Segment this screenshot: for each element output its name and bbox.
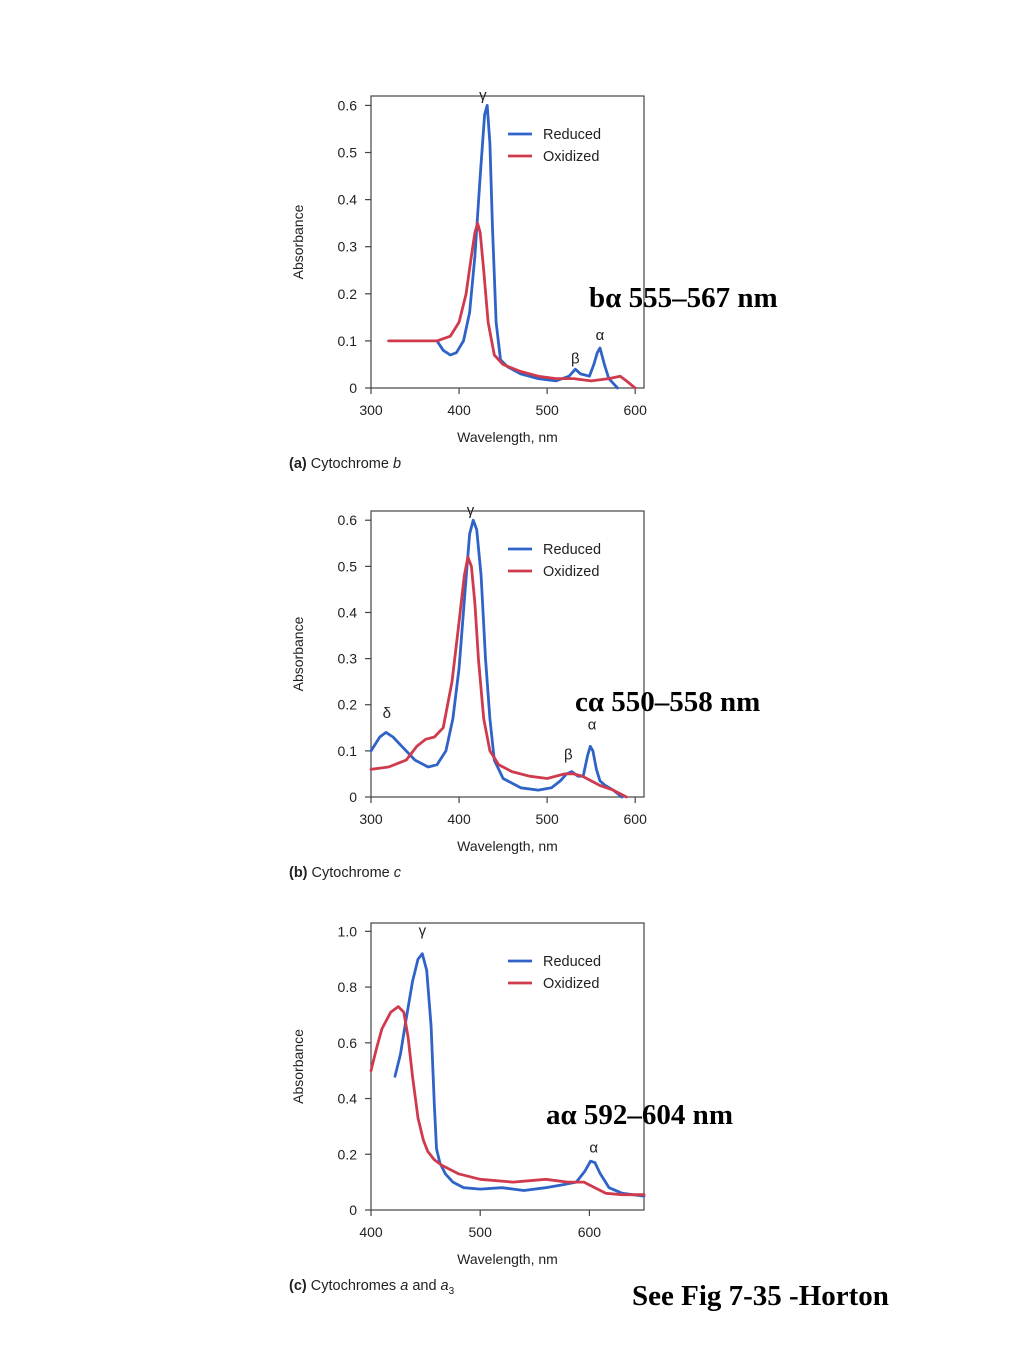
y-tick-label: 0.6 [338, 1035, 358, 1051]
x-tick-label: 500 [535, 811, 559, 827]
y-tick-label: 0.4 [338, 604, 358, 620]
x-tick-label: 300 [359, 811, 383, 827]
series-line-oxidized [369, 555, 628, 799]
x-tick-label: 500 [535, 402, 559, 418]
peak-label: α [589, 1140, 598, 1157]
peak-label: α [596, 327, 605, 344]
chart-panel-a: 0 0.1 0.2 0.3 0.4 0.5 0.6 300 400 500 600 Wavelengt… [289, 87, 647, 472]
y-tick-label: 1.0 [338, 923, 358, 939]
series-line-reduced [435, 104, 619, 390]
panel-caption: (b) Cytochrome c [289, 865, 402, 881]
y-tick-label: 0.1 [338, 333, 358, 349]
x-tick-label: 600 [624, 811, 648, 827]
y-tick-label: 0 [349, 380, 357, 396]
x-tick-label: 400 [447, 402, 471, 418]
y-tick-label: 0.6 [338, 512, 358, 528]
plot-frame [370, 95, 645, 389]
legend-label: Reduced [543, 954, 601, 970]
y-tick-label: 0.5 [338, 558, 358, 574]
y-tick-label: 0.2 [338, 1146, 358, 1162]
y-tick-label: 0.6 [338, 97, 358, 113]
legend-label: Reduced [543, 127, 601, 143]
peak-label: δ [383, 705, 391, 722]
y-tick-label: 0.2 [338, 286, 358, 302]
x-tick-label: 300 [359, 402, 383, 418]
x-tick-label: 400 [359, 1224, 383, 1240]
y-axis-label: Absorbance [290, 616, 306, 691]
series-line-oxidized [387, 221, 637, 390]
cytochrome-c-alpha-range-note: cα 550–558 nm [575, 686, 761, 718]
panel-caption: (a) Cytochrome b [289, 456, 401, 472]
y-tick-label: 0.4 [338, 192, 358, 208]
y-tick-label: 0 [349, 1202, 357, 1218]
y-tick-label: 0.5 [338, 145, 358, 161]
y-tick-label: 0.4 [338, 1091, 358, 1107]
x-tick-label: 400 [447, 811, 471, 827]
y-tick-label: 0.3 [338, 239, 358, 255]
series-line-reduced [369, 518, 624, 799]
x-tick-label: 600 [578, 1224, 602, 1240]
y-axis-label: Absorbance [290, 1029, 306, 1104]
legend-label: Oxidized [543, 149, 599, 165]
peak-label: β [571, 351, 580, 368]
y-tick-label: 0.3 [338, 651, 358, 667]
y-axis-label: Absorbance [290, 204, 306, 279]
series-line-reduced [393, 952, 646, 1198]
source-reference-footer: See Fig 7-35 -Horton [632, 1280, 889, 1312]
x-axis-label: Wavelength, nm [457, 1251, 558, 1267]
y-tick-label: 0 [349, 789, 357, 805]
legend-label: Oxidized [543, 564, 599, 580]
x-axis-label: Wavelength, nm [457, 429, 558, 445]
peak-label: β [564, 746, 573, 763]
cytochrome-a-alpha-range-note: aα 592–604 nm [546, 1099, 733, 1131]
peak-label: γ [467, 502, 475, 519]
chart-panel-c: 0 0.2 0.4 0.6 0.8 1.0 400 500 600 Wavelength, nm A… [289, 922, 646, 1297]
x-tick-label: 600 [624, 402, 648, 418]
y-tick-label: 0.2 [338, 697, 358, 713]
peak-label: γ [479, 87, 487, 104]
y-tick-label: 0.8 [338, 979, 358, 995]
y-tick-label: 0.1 [338, 743, 358, 759]
plot-frame [370, 510, 645, 798]
x-axis-label: Wavelength, nm [457, 838, 558, 854]
legend-label: Oxidized [543, 976, 599, 992]
chart-panel-b: 0 0.1 0.2 0.3 0.4 0.5 0.6 300 400 500 600 Wavelengt… [289, 502, 647, 881]
cytochrome-b-alpha-range-note: bα 555–567 nm [589, 282, 778, 314]
peak-label: α [588, 717, 597, 734]
series-line-oxidized [369, 1005, 646, 1197]
legend-label: Reduced [543, 542, 601, 558]
x-tick-label: 500 [469, 1224, 493, 1240]
peak-label: γ [419, 922, 427, 939]
panel-caption: (c) Cytochromes a and a3 [289, 1278, 455, 1297]
